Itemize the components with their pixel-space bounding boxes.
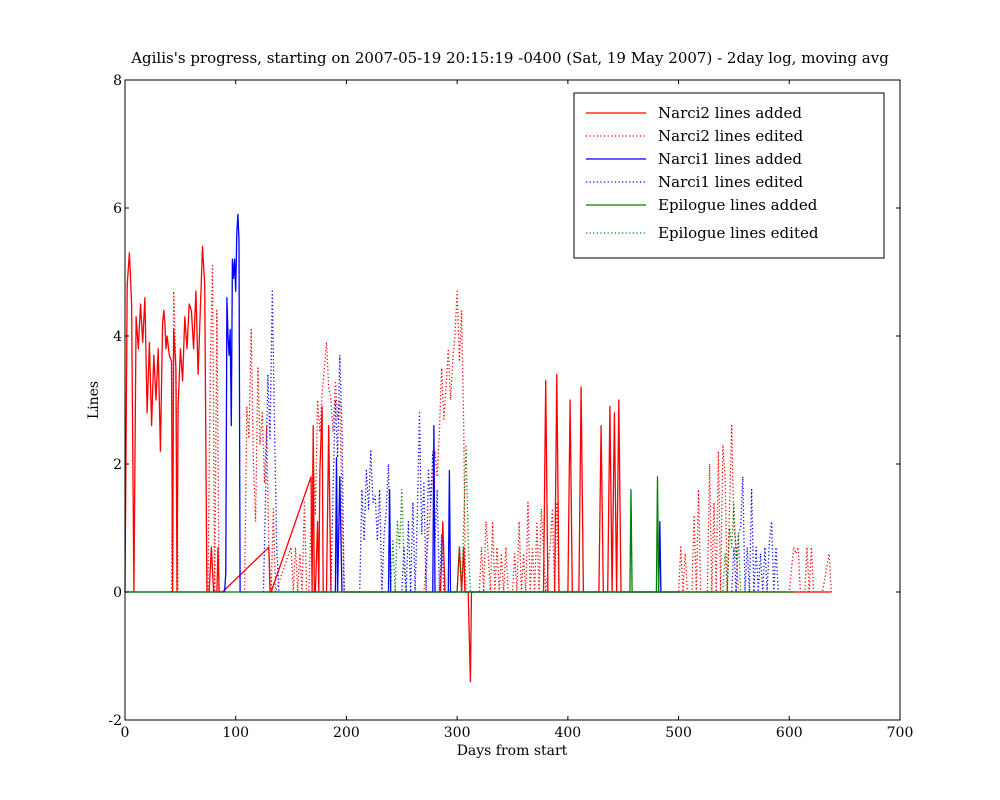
legend-entry: Narci2 lines added <box>658 104 802 122</box>
x-tick-label: 100 <box>222 725 249 741</box>
legend-entry: Narci1 lines edited <box>658 173 804 191</box>
x-tick-label: 300 <box>444 725 471 741</box>
y-tick-label: 4 <box>113 329 122 345</box>
legend: Narci2 lines added Narci2 lines edited Nar… <box>573 92 885 259</box>
series-line-6 <box>390 444 743 593</box>
series-line-3 <box>125 213 679 593</box>
x-axis-label: Days from start <box>457 743 568 759</box>
x-tick-label: 600 <box>776 725 803 741</box>
chart-title: Agilis's progress, starting on 2007-05-1… <box>130 49 889 67</box>
series-line-4 <box>262 290 785 593</box>
y-axis-label: Lines <box>86 381 102 419</box>
y-tick-label: 0 <box>113 585 122 601</box>
x-tick-label: 0 <box>121 725 130 741</box>
legend-entry: Narci2 lines edited <box>658 127 804 145</box>
x-tick-label: 400 <box>554 725 581 741</box>
series-line-2 <box>170 264 833 593</box>
series-layer <box>124 213 833 683</box>
legend-entry: Epilogue lines added <box>658 196 818 214</box>
x-tick-label: 500 <box>665 725 692 741</box>
x-tick-label: 200 <box>333 725 360 741</box>
x-tick-label: 700 <box>887 725 914 741</box>
y-tick-label: 6 <box>113 201 122 217</box>
legend-box <box>573 92 885 259</box>
y-tick-label: 2 <box>113 457 122 473</box>
legend-entry: Narci1 lines added <box>658 150 802 168</box>
y-tick-label: -2 <box>108 713 122 729</box>
legend-entry: Epilogue lines edited <box>658 224 819 242</box>
y-tick-label: 8 <box>113 73 122 89</box>
plot-frame <box>124 79 901 721</box>
